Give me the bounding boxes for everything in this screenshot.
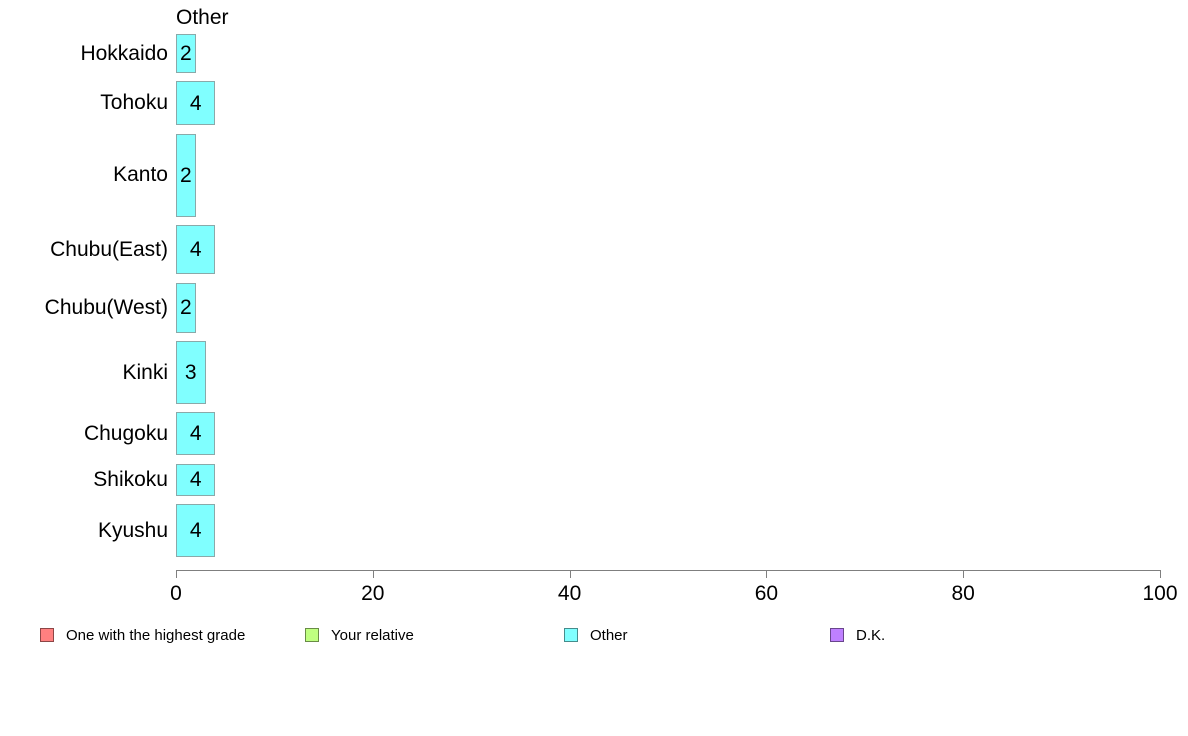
- bar: 2: [176, 282, 196, 333]
- x-axis-tick-label: 80: [951, 582, 975, 605]
- legend-item: Other: [564, 626, 628, 644]
- legend-label: D.K.: [856, 626, 886, 644]
- x-axis-tick: [372, 570, 374, 578]
- legend-swatch-icon: [564, 628, 578, 642]
- category-label: Kinki: [122, 360, 168, 384]
- bar: 4: [176, 225, 216, 275]
- bar-value-label: 4: [189, 519, 202, 543]
- chart-title: Other: [176, 6, 229, 29]
- legend-item: One with the highest grade: [40, 626, 246, 644]
- x-axis-tick: [569, 570, 571, 578]
- legend-item: Your relative: [305, 626, 414, 644]
- x-axis-line: [176, 570, 1160, 571]
- bar-value-label: 2: [179, 42, 192, 65]
- x-axis-tick-label: 60: [754, 582, 779, 605]
- x-axis-tick: [766, 570, 768, 578]
- bar-value-label: 2: [179, 296, 192, 320]
- category-label: Chubu(West): [44, 295, 168, 319]
- category-label: Shikoku: [93, 467, 168, 491]
- bar: 4: [176, 81, 216, 126]
- bar: 3: [176, 341, 206, 404]
- bar: 2: [176, 133, 196, 217]
- legend-label: Your relative: [331, 626, 414, 644]
- category-label: Chugoku: [83, 421, 168, 445]
- bar-value-label: 2: [179, 163, 192, 187]
- x-axis-tick-label: 40: [557, 582, 582, 605]
- bar-value-label: 4: [189, 468, 202, 492]
- bar-value-label: 4: [189, 422, 202, 446]
- legend-label: Other: [590, 626, 628, 644]
- legend-swatch-icon: [40, 628, 54, 642]
- bar: 4: [176, 463, 216, 496]
- bar: 4: [176, 504, 216, 558]
- legend-item: D.K.: [830, 626, 886, 644]
- category-label: Hokkaido: [80, 41, 168, 65]
- legend-swatch-icon: [305, 628, 319, 642]
- bar-value-label: 3: [184, 361, 197, 384]
- category-label: Kyushu: [97, 518, 168, 542]
- bar-value-label: 4: [189, 91, 202, 115]
- x-axis-tick-label: 100: [1142, 582, 1178, 605]
- category-label: Tohoku: [100, 91, 168, 115]
- legend-swatch-icon: [830, 628, 844, 642]
- x-axis-tick-label: 20: [361, 582, 385, 605]
- x-axis-tick: [1160, 570, 1161, 578]
- category-label: Chubu(East): [50, 237, 168, 261]
- bar-value-label: 4: [189, 238, 202, 262]
- x-axis-tick: [176, 570, 177, 578]
- x-axis-tick-label: 0: [170, 582, 182, 605]
- x-axis-tick: [963, 570, 965, 578]
- category-label: Kanto: [113, 163, 168, 187]
- bar: 2: [176, 34, 196, 73]
- bar: 4: [176, 412, 216, 456]
- legend-label: One with the highest grade: [66, 626, 246, 644]
